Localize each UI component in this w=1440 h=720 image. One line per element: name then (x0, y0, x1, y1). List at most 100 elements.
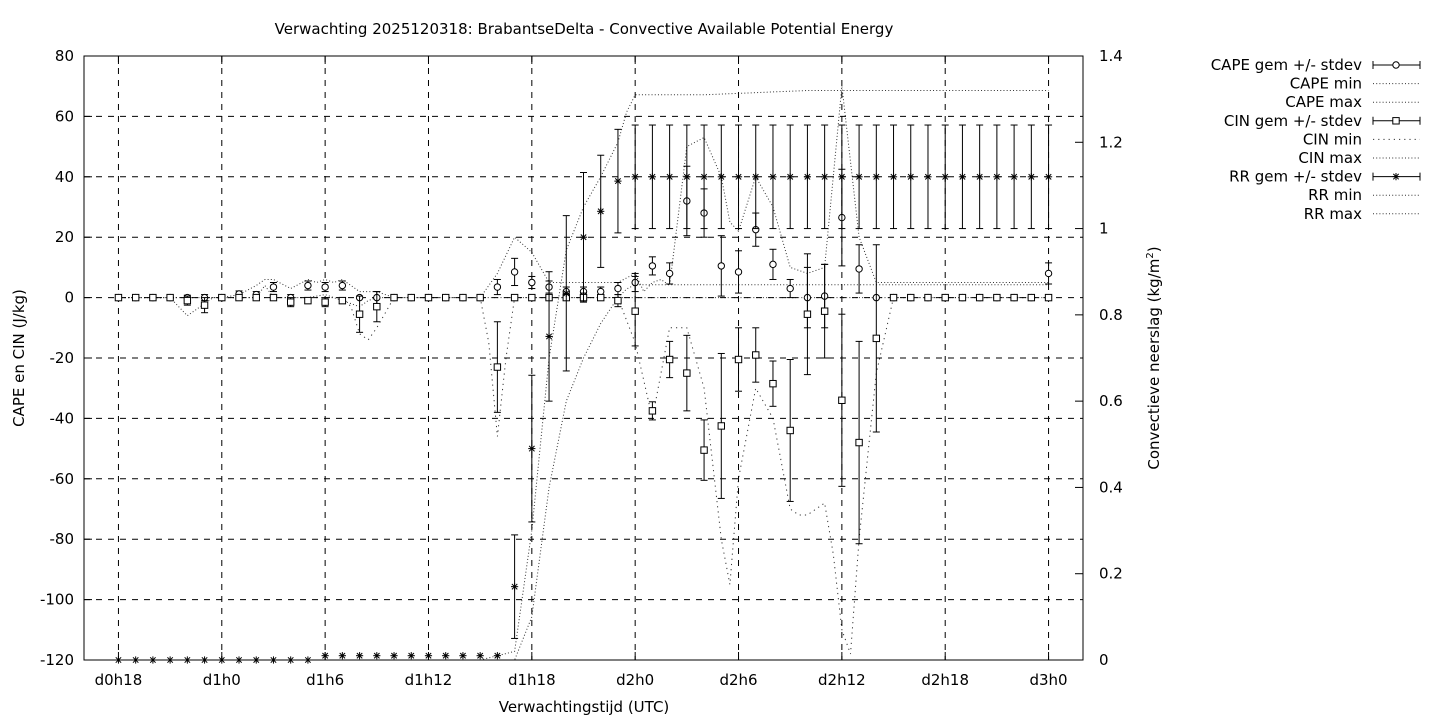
rr-gem-stdev-point (803, 173, 812, 181)
cin-gem-stdev-point (700, 446, 708, 454)
cin-gem-stdev-point (648, 407, 657, 415)
cin-gem-stdev-point (183, 296, 192, 305)
cape-gem-stdev-point (717, 262, 725, 270)
cape-gem-stdev-point (734, 268, 743, 276)
cin-gem-stdev-point (355, 310, 364, 318)
star-stroke (494, 652, 501, 659)
cin-gem-stdev-point (683, 369, 691, 377)
cin-gem-stdev-point (872, 334, 881, 343)
y-axis-right-label: Convectieve neerslag (kg/m2) (1145, 246, 1163, 469)
legend-item: CIN gem +/- stdev (1224, 112, 1421, 130)
cin-gem-stdev-point (407, 293, 415, 302)
star-stroke (907, 173, 914, 180)
cin-gem-stdev-point (528, 293, 536, 302)
x-tick-label: d3h0 (1029, 671, 1067, 689)
cin-gem-stdev-point (924, 293, 932, 302)
cape-gem-stdev-point (665, 269, 674, 278)
rr-gem-stdev-point (459, 652, 467, 660)
star-stroke (408, 652, 415, 659)
cin-gem-stdev-point (941, 293, 949, 302)
star-stroke (976, 173, 983, 180)
rr-gem-stdev-point (907, 173, 915, 181)
cape-gem-stdev-point (269, 283, 278, 291)
cin-gem-stdev-point (476, 293, 484, 302)
cape-gem-stdev-point (648, 262, 657, 270)
y-right-tick-label: 0.2 (1099, 565, 1123, 583)
star-stroke (442, 652, 449, 659)
star-stroke (890, 173, 897, 180)
x-tick-label: d0h18 (95, 671, 143, 689)
star-stroke (718, 173, 725, 180)
legend-item: CAPE gem +/- stdev (1211, 56, 1421, 74)
rr-gem-stdev-point (597, 207, 605, 215)
legend-label: CAPE min (1290, 75, 1362, 93)
cape-gem-stdev-point (493, 283, 502, 291)
y-right-tick-label: 0 (1099, 651, 1109, 669)
cin-gem-stdev-point (614, 296, 622, 305)
y-axis-right-label-end: ) (1145, 246, 1163, 252)
legend-label: CAPE gem +/- stdev (1211, 56, 1362, 74)
rr-gem-stdev-point (1044, 173, 1053, 181)
rr-gem-stdev-point (648, 173, 656, 181)
cape-gem-stdev-point (338, 281, 347, 290)
rr-gem-stdev-point (821, 173, 829, 181)
y-left-tick-label: -40 (50, 409, 75, 427)
cin-gem-stdev-point (820, 307, 829, 315)
cin-gem-stdev-point (286, 298, 295, 306)
star-stroke (632, 173, 639, 180)
star-stroke (856, 173, 863, 180)
y-axis-right-ticks: 1.4 1.2 1 0.8 0.6 0.4 0.2 0 (1075, 47, 1123, 669)
rr-gem-stdev-point (545, 332, 553, 341)
rr-gem-stdev-point (786, 173, 794, 181)
y-left-tick-label: 60 (55, 107, 74, 125)
star-stroke (666, 173, 673, 180)
legend-item: CAPE min (1290, 75, 1420, 93)
star-stroke (1028, 173, 1035, 180)
rr-gem-stdev-point (476, 652, 484, 660)
legend-label: CAPE max (1285, 93, 1362, 111)
star-stroke (701, 173, 708, 180)
star-stroke (942, 173, 949, 180)
rr-gem-stdev-point (493, 652, 501, 660)
y-axis-right-label-sup: 2 (1145, 252, 1156, 258)
line-rr-min (118, 284, 1049, 661)
legend-item: CIN min (1303, 130, 1420, 148)
cin-gem-stdev-point (149, 293, 157, 302)
cape-gem-stdev-point (1044, 269, 1053, 278)
cin-gem-stdev-point (269, 293, 278, 302)
min-max-lines (118, 86, 1049, 661)
cin-gem-stdev-point (424, 293, 433, 302)
rr-gem-stdev-point (442, 652, 450, 660)
line-cin-min (118, 297, 1049, 655)
legend-label: CIN min (1303, 130, 1362, 148)
y-axis-left-ticks: 80 60 40 20 0 -20 -40 -60 -80 -100 -120 (40, 47, 92, 669)
legend-item: CIN max (1298, 149, 1420, 167)
rr-gem-stdev-point (941, 173, 949, 181)
rr-gem-stdev-point (838, 173, 846, 181)
legend-item: RR min (1308, 186, 1420, 204)
y-right-tick-label: 1 (1099, 220, 1109, 238)
x-tick-label: d1h18 (508, 671, 556, 689)
cin-gem-stdev-point (597, 293, 605, 302)
cape-gem-stdev-point (597, 287, 605, 296)
y-right-tick-label: 1.4 (1099, 47, 1123, 65)
cin-gem-stdev-point (252, 293, 260, 302)
y-right-tick-label: 1.2 (1099, 133, 1123, 151)
cin-gem-stdev-point (631, 307, 639, 315)
rr-gem-stdev-point (872, 173, 880, 181)
rr-gem-stdev-point (528, 445, 536, 453)
legend-label: CIN gem +/- stdev (1224, 112, 1362, 130)
cape-gem-stdev-point (769, 260, 777, 269)
rr-gem-stdev-point (407, 652, 415, 660)
star-stroke (545, 333, 553, 340)
cin-gem-stdev-point (803, 310, 812, 318)
rr-gem-stdev-series (114, 124, 1053, 664)
rr-gem-stdev-point (614, 177, 622, 185)
legend-item: RR max (1304, 205, 1420, 223)
star-stroke (356, 652, 363, 659)
cin-gem-stdev-point (200, 301, 209, 309)
star-stroke (787, 173, 794, 180)
cin-gem-stdev-point (717, 422, 725, 430)
